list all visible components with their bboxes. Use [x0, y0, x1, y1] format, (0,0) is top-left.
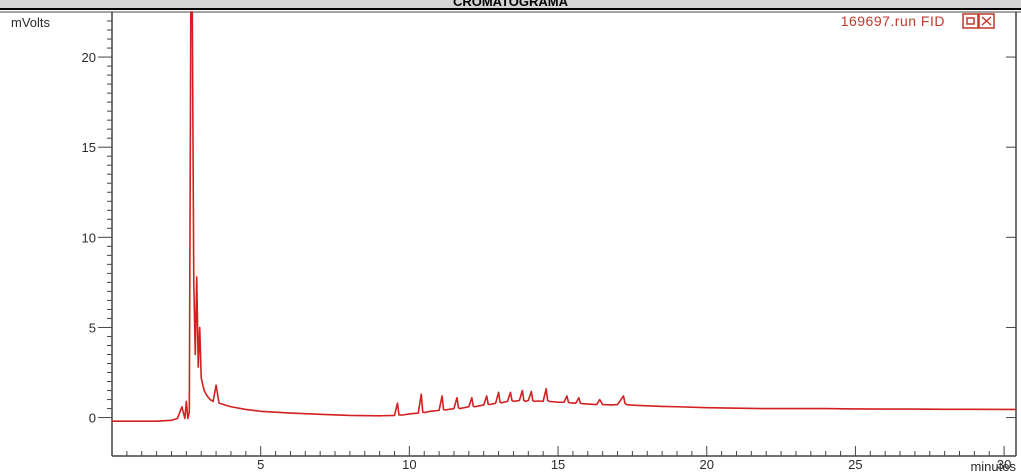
y-minor-ticks: [98, 11, 112, 419]
right-axis-ticks: [1006, 56, 1016, 419]
title-bar: [0, 0, 1021, 10]
close-icon[interactable]: [978, 13, 995, 29]
x-major-ticks: 5 10 15 20 25 30: [257, 457, 1011, 472]
x-tick-label: 5: [257, 457, 264, 472]
y-tick-label: 20: [82, 50, 96, 65]
x-tick-label: 30: [997, 457, 1011, 472]
x-tick-label: 25: [848, 457, 862, 472]
x-axis-unit-label: minutes: [970, 459, 1016, 474]
x-tick-label: 20: [700, 457, 714, 472]
axes: 0 5 10 15 20 5 10 15 20 25 30: [0, 11, 1021, 472]
run-label: 169697.run FID: [841, 13, 945, 29]
x-tick-label: 10: [402, 457, 416, 472]
y-tick-label: 10: [82, 230, 96, 245]
y-tick-label: 0: [89, 411, 96, 426]
restore-icon[interactable]: [962, 13, 979, 29]
y-axis-unit-label: mVolts: [11, 15, 51, 30]
x-minor-ticks: [111, 446, 1005, 456]
chromatogram-trace: [112, 11, 1016, 422]
y-major-ticks: 0 5 10 15 20: [82, 50, 96, 426]
y-tick-label: 5: [89, 320, 96, 335]
y-tick-label: 15: [82, 140, 96, 155]
trace-layer: [112, 11, 1016, 422]
x-tick-label: 15: [551, 457, 565, 472]
page-title: CROMATOGRAMA: [452, 0, 569, 9]
